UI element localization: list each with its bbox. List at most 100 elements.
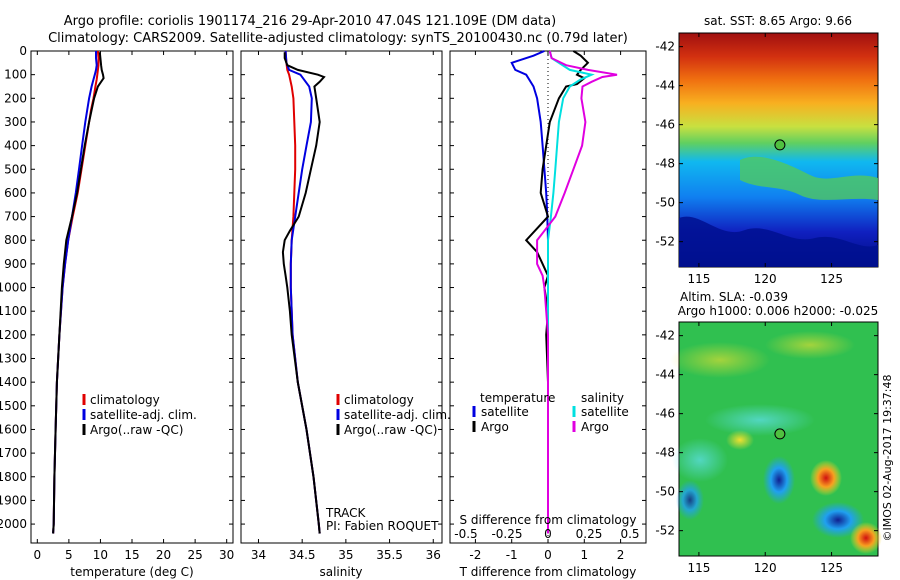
sla-map-high-eddy-3 [726, 430, 754, 450]
s-difference-tick-label: 0.5 [620, 527, 639, 541]
temperature-panel: 0100200300400500600700800900100011001200… [0, 44, 234, 579]
temperature-x-tick-label: 20 [156, 548, 171, 562]
sla-map-lat-tick-label: -52 [655, 524, 675, 538]
sst-map-lon-tick-label: 115 [687, 272, 710, 286]
sla-map-low-eddy-1 [763, 456, 795, 504]
temperature-plot-frame [30, 50, 234, 544]
sst-map-lat-tick-label: -42 [655, 40, 675, 54]
sst-argo-location-marker [774, 139, 786, 151]
sla-map-lat-tick-label: -44 [655, 368, 675, 382]
salinity-x-axis-label: salinity [319, 565, 362, 579]
s-difference-tick-label: 0 [544, 527, 552, 541]
temperature-x-tick-label: 5 [65, 548, 73, 562]
temperature-x-axis-label: temperature (deg C) [70, 565, 193, 579]
sst-map-cold-tongue [679, 216, 878, 267]
sst-map-title: sat. SST: 8.65 Argo: 9.66 [704, 14, 852, 28]
sla-map-lon-tick-label: 120 [754, 561, 777, 575]
difference-x-tick-label: 2 [617, 548, 625, 562]
legend-title-salinity: salinity [581, 391, 624, 405]
legend-title-temperature: temperature [480, 391, 555, 405]
sst-map-lat-tick-label: -48 [655, 157, 675, 171]
temperature-x-tick-label: 10 [93, 548, 108, 562]
s-difference-tick-label: -0.25 [491, 527, 522, 541]
difference-series-salinity-argo [536, 50, 618, 534]
sst-map-lat-tick-label: -50 [655, 196, 675, 210]
temperature-x-tick-label: 0 [33, 548, 41, 562]
salinity-plot-frame [240, 50, 443, 544]
s-difference-axis-label: S difference from climatology [460, 513, 637, 527]
sla-map-light-band-1 [670, 342, 770, 378]
depth-tick-label: 300 [4, 115, 27, 129]
t-difference-axis-label: T difference from climatology [459, 565, 637, 579]
s-difference-tick-label: 0.25 [576, 527, 603, 541]
sla-map-light-band-2 [765, 331, 855, 359]
sla-map-cyan-band-2 [672, 438, 728, 482]
depth-tick-label: 500 [4, 162, 27, 176]
sst-map-lon-tick-label: 120 [754, 272, 777, 286]
difference-x-tick-label: 1 [580, 548, 588, 562]
diff-legend-label-2: satellite [581, 405, 629, 419]
depth-tick-label: 900 [4, 257, 27, 271]
depth-tick-label: 1400 [0, 375, 27, 389]
difference-x-tick-label: -2 [469, 548, 481, 562]
salinity-x-tick-label: 34 [251, 548, 266, 562]
difference-x-tick-label: 0 [544, 548, 552, 562]
depth-tick-label: 800 [4, 233, 27, 247]
depth-tick-label: 400 [4, 139, 27, 153]
sst-map-panel: sat. SST: 8.65 Argo: 9.66 -42 -44 -46 -48 -5… [655, 14, 879, 286]
pi-label: PI: Fabien ROQUET [326, 519, 439, 533]
depth-tick-label: 1500 [0, 399, 27, 413]
depth-tick-label: 2000 [0, 517, 27, 531]
diff-legend-label-3: Argo [581, 420, 609, 434]
salinity-x-tick-label: 34.5 [289, 548, 316, 562]
sla-map-low-eddy-3 [676, 480, 704, 520]
salinity-x-tick-label: 35.5 [376, 548, 403, 562]
salinity-x-tick-label: 36 [426, 548, 441, 562]
figure-title-line1: Argo profile: coriolis 1901174_216 29-Ap… [64, 14, 556, 29]
salinity-panel: 34 34.5 35 35.5 36 salinity climatologysatel… [240, 50, 451, 579]
depth-tick-label: 0 [19, 44, 27, 58]
sst-map-lat-tick-label: -52 [655, 235, 675, 249]
sla-argo-location-marker [774, 428, 786, 440]
difference-panel: -2 -1 0 1 2 -0.5 -0.25 0 0.25 0.5 S difference f… [449, 50, 647, 579]
sla-map-lat-tick-label: -46 [655, 407, 675, 421]
sla-map-lon-tick-label: 115 [687, 561, 710, 575]
depth-tick-label: 700 [4, 210, 27, 224]
legend-label-1: satellite-adj. clim. [90, 408, 197, 422]
salinity-series-argo-raw-qc [281, 52, 326, 534]
credit-text: ©IMOS 02-Aug-2017 19:37:48 [881, 375, 894, 542]
legend-label-2: Argo(..raw -QC) [344, 423, 437, 437]
depth-tick-label: 1800 [0, 470, 27, 484]
sla-map-cyan-band-1 [705, 404, 815, 436]
difference-x-tick-label: -1 [506, 548, 518, 562]
legend-label-2: Argo(..raw -QC) [90, 423, 183, 437]
sst-map-lat-tick-label: -44 [655, 79, 675, 93]
depth-tick-label: 1000 [0, 281, 27, 295]
temperature-x-tick-label: 25 [187, 548, 202, 562]
sla-map-lat-tick-label: -42 [655, 329, 675, 343]
depth-tick-label: 100 [4, 68, 27, 82]
depth-tick-label: 1100 [0, 304, 27, 318]
sst-map-warm-intrusion [740, 156, 878, 200]
depth-tick-label: 1600 [0, 422, 27, 436]
sla-map-low-eddy-2 [812, 502, 864, 538]
legend-label-1: satellite-adj. clim. [344, 408, 451, 422]
sla-map-high-eddy-1 [810, 460, 842, 496]
sst-map-lat-tick-label: -46 [655, 118, 675, 132]
sst-map-lon-tick-label: 125 [820, 272, 843, 286]
temperature-x-tick-label: 15 [124, 548, 139, 562]
sla-map-subtitle: Argo h1000: 0.006 h2000: -0.025 [678, 304, 879, 318]
sla-map-lat-tick-label: -50 [655, 485, 675, 499]
salinity-x-tick-label: 35 [338, 548, 353, 562]
depth-tick-label: 1300 [0, 352, 27, 366]
depth-tick-label: 200 [4, 91, 27, 105]
sla-map-panel: Altim. SLA: -0.039 Argo h1000: 0.006 h20… [655, 290, 882, 575]
sla-map-title: Altim. SLA: -0.039 [680, 290, 788, 304]
sla-map-lon-tick-label: 125 [820, 561, 843, 575]
diff-legend-label-0: satellite [481, 405, 529, 419]
depth-tick-label: 1200 [0, 328, 27, 342]
track-label: TRACK [325, 506, 367, 520]
depth-tick-label: 600 [4, 186, 27, 200]
depth-tick-label: 1900 [0, 493, 27, 507]
